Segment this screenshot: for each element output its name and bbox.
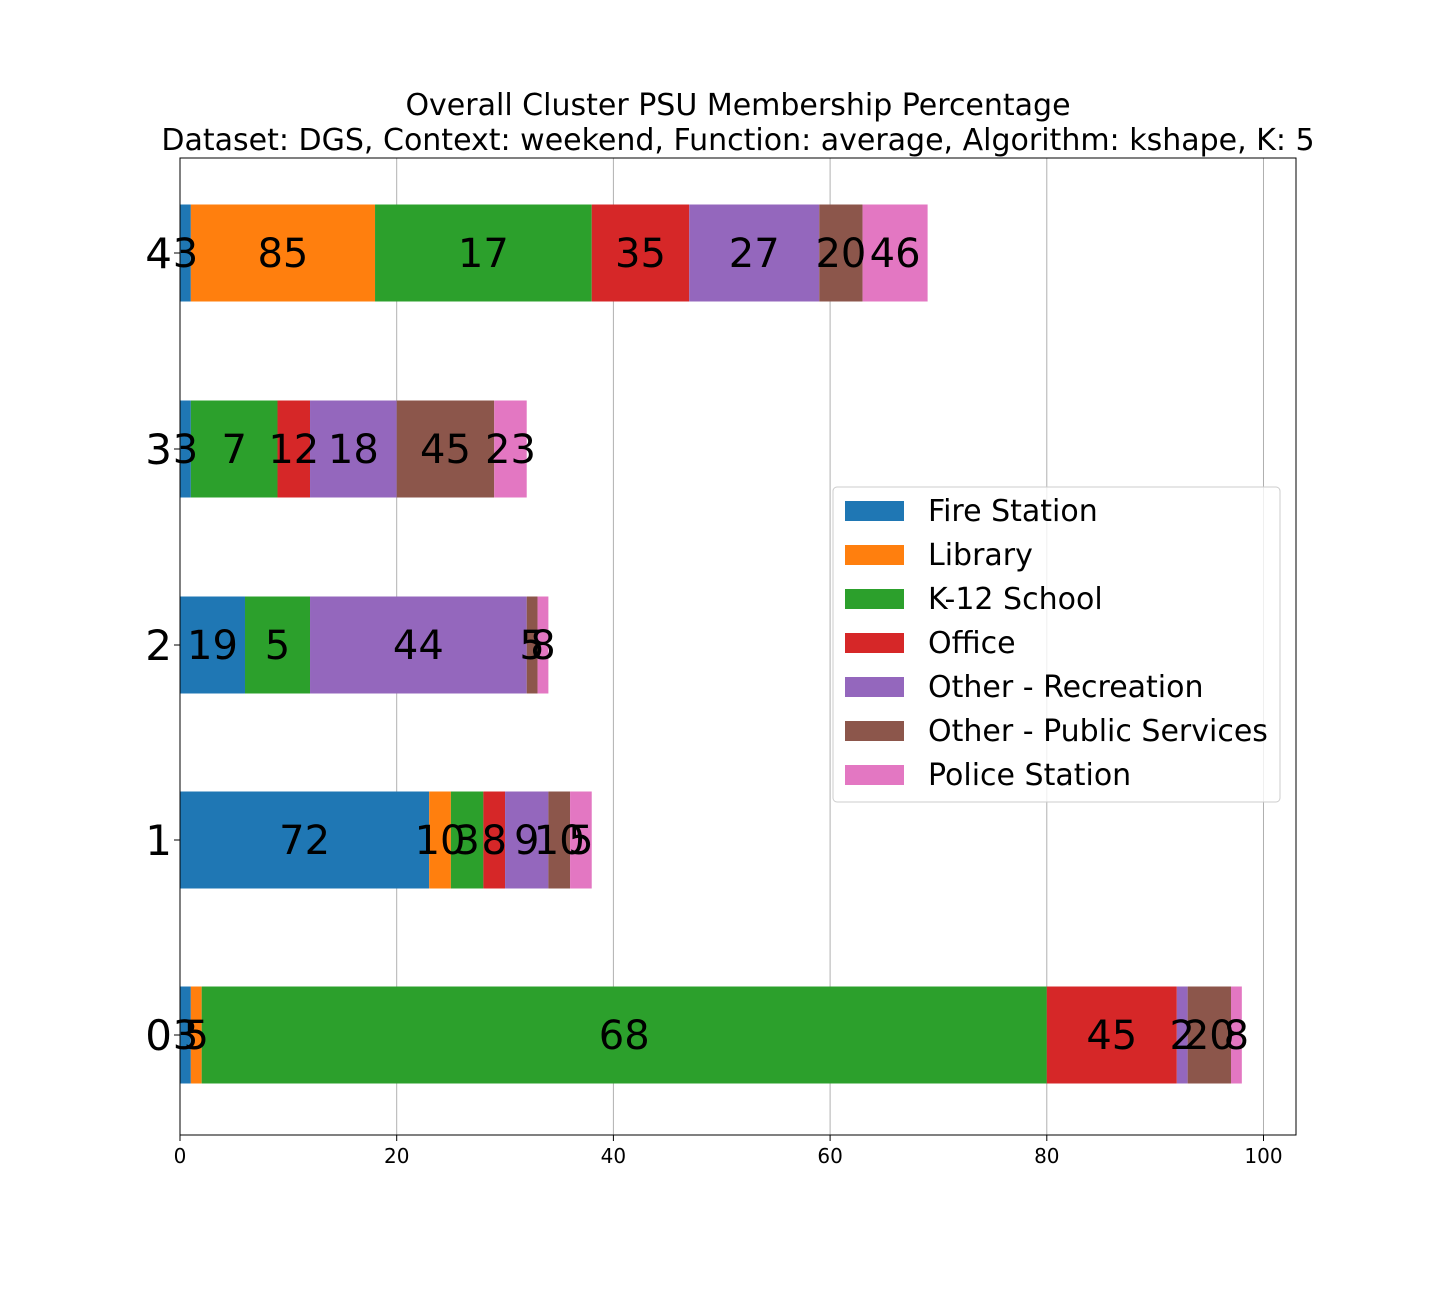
- legend-swatch: [845, 501, 904, 521]
- data-label: 68: [599, 1013, 650, 1059]
- data-label: 9: [514, 818, 539, 864]
- data-label: 8: [1224, 1013, 1249, 1059]
- legend-swatch: [845, 765, 904, 785]
- data-label: 5: [184, 1013, 209, 1059]
- bar-segment: [310, 596, 527, 694]
- data-label: 5: [265, 623, 290, 669]
- bar-segment: [450, 791, 484, 889]
- legend-swatch: [845, 721, 904, 741]
- x-tick-label: 80: [1034, 1144, 1059, 1168]
- legend-swatch: [845, 633, 904, 653]
- bar-segment: [1230, 986, 1242, 1084]
- legend-label: Police Station: [928, 758, 1131, 793]
- data-label: 3: [173, 1013, 198, 1059]
- data-label: 3: [173, 231, 198, 277]
- chart-title: Overall Cluster PSU Membership Percentag…: [405, 88, 1070, 123]
- x-tick-label: 20: [384, 1144, 409, 1168]
- data-label: 27: [729, 231, 780, 277]
- data-label: 45: [1086, 1013, 1137, 1059]
- data-label: 5: [568, 818, 593, 864]
- y-tick-label: 0: [145, 1011, 172, 1060]
- data-label: 45: [420, 427, 471, 473]
- y-tick-label: 1: [145, 816, 172, 865]
- bar-segment: [190, 400, 278, 498]
- bar-segment: [548, 791, 571, 889]
- bar-segment: [180, 986, 191, 1084]
- bar-segment: [190, 204, 376, 302]
- data-label: 72: [279, 818, 330, 864]
- data-label: 44: [393, 623, 444, 669]
- legend-label: Office: [928, 626, 1016, 661]
- data-label: 19: [187, 623, 238, 669]
- bar-segment: [310, 400, 397, 498]
- bar-segment: [396, 400, 495, 498]
- bar-segment: [819, 204, 863, 302]
- plot-area-frame: [179, 157, 1297, 1136]
- bar-segment: [1176, 986, 1188, 1084]
- data-label: 2: [1170, 1013, 1195, 1059]
- bar-segment: [180, 596, 246, 694]
- bar-segment: [537, 596, 549, 694]
- bar-segment: [483, 791, 506, 889]
- data-label: 7: [221, 427, 246, 473]
- y-tick-label: 4: [145, 229, 172, 278]
- x-tick-label: 100: [1244, 1144, 1282, 1168]
- legend-swatch: [845, 589, 904, 609]
- data-label: 3: [454, 818, 479, 864]
- bar-segment: [201, 986, 1047, 1084]
- data-label: 20: [815, 231, 866, 277]
- data-label: 3: [173, 427, 198, 473]
- bar-segment: [526, 596, 538, 694]
- bar-segment: [375, 204, 592, 302]
- bar-segment: [1046, 986, 1177, 1084]
- bar-segment: [570, 791, 592, 889]
- data-label: 17: [458, 231, 509, 277]
- data-label: 5: [519, 623, 544, 669]
- y-tick-label: 2: [145, 621, 172, 670]
- data-label: 20: [1184, 1013, 1235, 1059]
- bar-segment: [1187, 986, 1231, 1084]
- data-label: 85: [257, 231, 308, 277]
- chart-subtitle: Dataset: DGS, Context: weekend, Function…: [161, 123, 1314, 158]
- legend-swatch: [845, 677, 904, 697]
- data-label: 35: [615, 231, 666, 277]
- legend-label: Library: [928, 538, 1033, 573]
- legend-label: Fire Station: [928, 494, 1098, 529]
- bar-segment: [190, 986, 202, 1084]
- bar-segment: [245, 596, 311, 694]
- data-label: 23: [485, 427, 536, 473]
- data-label: 10: [534, 818, 585, 864]
- data-label: 10: [415, 818, 466, 864]
- bar-segment: [505, 791, 549, 889]
- bar-segment: [180, 400, 191, 498]
- bar-segment: [180, 791, 430, 889]
- legend-label: Other - Public Services: [928, 714, 1268, 749]
- bar-segment: [862, 204, 928, 302]
- y-tick-label: 3: [145, 425, 172, 474]
- x-tick-label: 40: [601, 1144, 626, 1168]
- data-label: 46: [870, 231, 921, 277]
- legend-label: Other - Recreation: [928, 670, 1204, 705]
- bar-segment: [591, 204, 690, 302]
- x-tick-label: 60: [817, 1144, 842, 1168]
- legend-box: [832, 486, 1281, 803]
- bar-segment: [429, 791, 451, 889]
- data-label: 8: [530, 623, 555, 669]
- bar-segment: [494, 400, 527, 498]
- bar-segment: [689, 204, 820, 302]
- x-tick-label: 0: [174, 1144, 187, 1168]
- data-label: 8: [481, 818, 506, 864]
- bar-segment: [277, 400, 311, 498]
- data-label: 12: [268, 427, 319, 473]
- bar-segment: [180, 204, 191, 302]
- legend-label: K-12 School: [928, 582, 1103, 617]
- data-label: 18: [328, 427, 379, 473]
- legend-swatch: [845, 545, 904, 565]
